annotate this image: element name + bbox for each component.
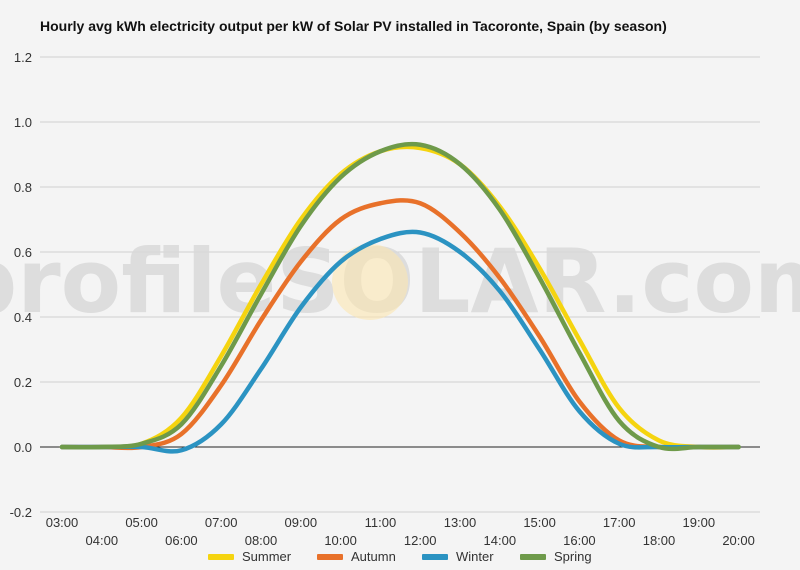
y-tick-label: -0.2 [10,505,32,520]
legend-swatch [208,553,234,560]
y-tick-label: 0.8 [14,180,32,195]
x-tick-label: 14:00 [484,533,517,548]
x-tick-label: 11:00 [365,515,397,530]
watermark-sun-icon [332,244,408,320]
y-axis-labels: -0.2 0.0 0.2 0.4 0.6 0.8 1.0 1.2 [10,50,32,520]
grid-lines [40,56,760,513]
legend-item-winter: Winter [422,549,494,564]
legend-item-autumn: Autumn [317,549,396,564]
y-tick-label: 0.0 [14,440,32,455]
x-tick-label: 05:00 [125,515,158,530]
x-tick-label: 15:00 [523,515,556,530]
x-tick-label: 04:00 [86,533,119,548]
legend-swatch [317,553,343,560]
y-tick-label: 1.2 [14,50,32,65]
x-tick-label: 18:00 [643,533,676,548]
x-tick-label: 10:00 [324,533,357,548]
x-tick-label: 17:00 [603,515,636,530]
legend: Summer Autumn Winter Spring [0,549,800,569]
x-tick-label: 09:00 [285,515,318,530]
x-axis-labels: 03:00 04:00 05:00 06:00 07:00 08:00 09:00 10:00… [46,515,755,548]
y-tick-label: 0.2 [14,375,32,390]
series-line-winter [59,229,741,454]
legend-label: Spring [554,549,592,564]
series-line-autumn [59,198,741,451]
x-tick-label: 19:00 [683,515,716,530]
x-tick-label: 07:00 [205,515,238,530]
legend-label: Autumn [351,549,396,564]
x-tick-label: 06:00 [165,533,198,548]
x-tick-label: 13:00 [444,515,477,530]
series-lines [59,141,741,454]
legend-swatch [520,553,546,560]
x-tick-label: 20:00 [722,533,755,548]
x-tick-label: 12:00 [404,533,437,548]
x-tick-label: 16:00 [563,533,596,548]
y-tick-label: 0.4 [14,310,32,325]
x-tick-label: 08:00 [245,533,278,548]
chart-title: Hourly avg kWh electricity output per kW… [40,18,667,34]
legend-label: Summer [242,549,292,564]
y-tick-label: 0.6 [14,245,32,260]
legend-label: Winter [456,549,494,564]
series-line-spring [59,141,741,452]
legend-item-summer: Summer [208,549,291,564]
legend-item-spring: Spring [520,549,592,564]
y-tick-label: 1.0 [14,115,32,130]
legend-swatch [422,553,448,560]
x-tick-label: 03:00 [46,515,79,530]
